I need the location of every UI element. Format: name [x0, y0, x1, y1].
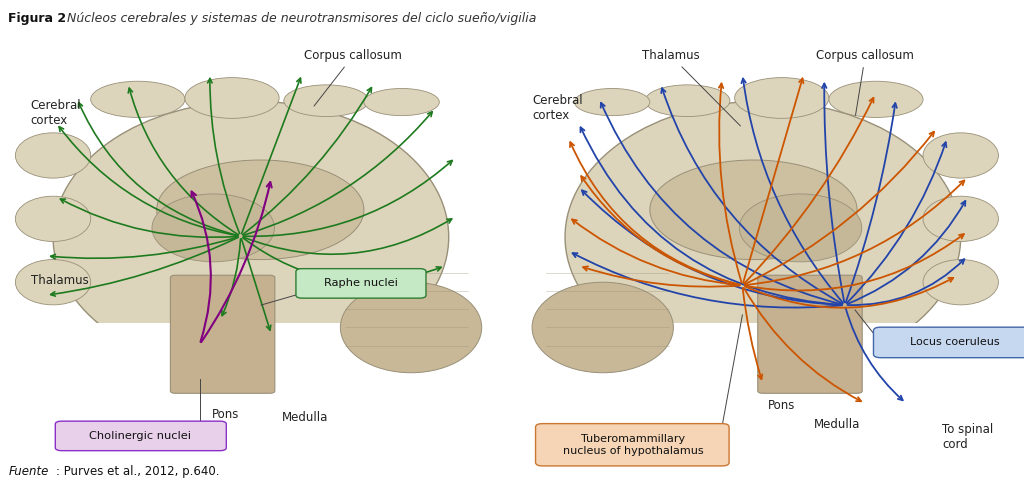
- Text: Pons: Pons: [768, 399, 796, 411]
- Ellipse shape: [645, 85, 730, 117]
- Ellipse shape: [152, 194, 274, 262]
- Ellipse shape: [923, 260, 998, 305]
- FancyBboxPatch shape: [556, 323, 970, 391]
- Ellipse shape: [15, 133, 91, 178]
- Text: Pons: Pons: [212, 408, 239, 421]
- Ellipse shape: [15, 260, 91, 305]
- Ellipse shape: [923, 133, 998, 178]
- Ellipse shape: [53, 101, 449, 373]
- Text: Fuente: Fuente: [8, 465, 48, 478]
- Ellipse shape: [532, 282, 674, 373]
- Text: Cerebral
cortex: Cerebral cortex: [532, 94, 583, 122]
- Text: : Purves et al., 2012, p.640.: : Purves et al., 2012, p.640.: [56, 465, 220, 478]
- Ellipse shape: [284, 85, 369, 117]
- Text: Thalamus: Thalamus: [31, 274, 88, 287]
- Text: Raphe nuclei: Raphe nuclei: [324, 278, 397, 288]
- Text: Tuberomammillary
nucleus of hypothalamus: Tuberomammillary nucleus of hypothalamus: [562, 434, 703, 456]
- Ellipse shape: [565, 101, 961, 373]
- Ellipse shape: [734, 78, 828, 119]
- Text: Locus coeruleus: Locus coeruleus: [909, 338, 999, 347]
- Ellipse shape: [828, 81, 923, 118]
- Ellipse shape: [650, 160, 857, 260]
- Ellipse shape: [157, 160, 364, 260]
- Ellipse shape: [364, 89, 439, 116]
- Text: Cholinergic nuclei: Cholinergic nuclei: [89, 431, 191, 441]
- FancyBboxPatch shape: [758, 275, 862, 393]
- Text: Medulla: Medulla: [814, 418, 860, 431]
- Ellipse shape: [739, 194, 862, 262]
- FancyBboxPatch shape: [170, 275, 274, 393]
- Ellipse shape: [185, 78, 280, 119]
- FancyBboxPatch shape: [873, 327, 1024, 358]
- Ellipse shape: [923, 196, 998, 242]
- Ellipse shape: [15, 196, 91, 242]
- Ellipse shape: [340, 282, 481, 373]
- Text: Thalamus: Thalamus: [642, 49, 740, 126]
- Text: Medulla: Medulla: [282, 411, 328, 424]
- Text: To spinal
cord: To spinal cord: [942, 423, 993, 451]
- FancyBboxPatch shape: [536, 424, 729, 466]
- Text: Corpus callosum: Corpus callosum: [816, 49, 914, 115]
- Ellipse shape: [91, 81, 185, 118]
- Text: Corpus callosum: Corpus callosum: [304, 49, 402, 106]
- FancyBboxPatch shape: [296, 269, 426, 298]
- FancyBboxPatch shape: [55, 421, 226, 451]
- Text: Figura 2: Figura 2: [8, 12, 67, 25]
- Text: . Núcleos cerebrales y sistemas de neurotransmisores del ciclo sueño/vigilia: . Núcleos cerebrales y sistemas de neuro…: [59, 12, 537, 25]
- FancyBboxPatch shape: [44, 323, 458, 391]
- Ellipse shape: [574, 89, 650, 116]
- Text: Cerebral
cortex: Cerebral cortex: [31, 99, 81, 127]
